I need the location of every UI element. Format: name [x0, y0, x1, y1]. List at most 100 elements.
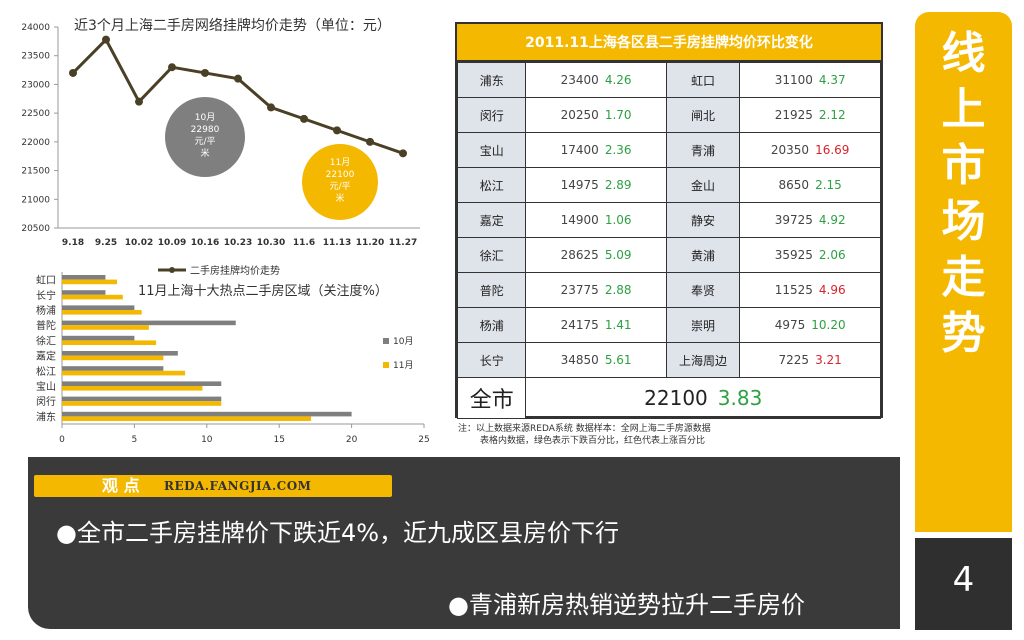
- district-change: 3.21: [815, 353, 842, 367]
- x-tick-label: 9.18: [62, 238, 84, 248]
- y-tick-label: 22000: [21, 138, 50, 148]
- district-value: 28625 5.09: [525, 237, 667, 273]
- trend-point: [333, 126, 341, 135]
- x-tick-label: 5: [132, 435, 138, 445]
- district-price: 23400: [560, 73, 599, 87]
- section-title-char: 市: [941, 140, 986, 191]
- bar-11月: [62, 279, 118, 285]
- district-value: 11525 4.96: [739, 272, 881, 308]
- trend-point: [267, 103, 275, 112]
- district-name: 宝山: [456, 132, 527, 168]
- bar-11月: [62, 416, 312, 421]
- table-row: 宝山 17400 2.36 青浦 20350 16.69: [456, 132, 881, 168]
- viewpoint-point-2: ●青浦新房热销逆势拉升二手房价: [448, 591, 805, 619]
- district-change: 2.15: [815, 178, 842, 192]
- district-value: 23775 2.88: [525, 272, 667, 308]
- district-name: 青浦: [665, 132, 741, 168]
- total-value: 22100 3.83: [525, 377, 881, 419]
- y-tick-label: 24000: [21, 23, 50, 33]
- y-tick-label: 21500: [21, 167, 50, 177]
- district-change: 2.12: [818, 108, 846, 122]
- trend-point: [102, 35, 110, 44]
- district-value: 14900 1.06: [525, 202, 667, 238]
- trend-point: [135, 97, 143, 106]
- district-name: 黄浦: [665, 237, 741, 273]
- district-price: 4975: [774, 318, 806, 332]
- x-tick-label: 10.02: [125, 238, 153, 248]
- district-price: 39725: [774, 213, 813, 227]
- district-name: 虹口: [665, 62, 741, 98]
- district-name: 上海周边: [665, 342, 741, 378]
- x-tick-label: 11.13: [323, 238, 351, 248]
- table-row: 普陀 23775 2.88 奉贤 11525 4.96: [456, 272, 881, 308]
- district-price: 24175: [560, 318, 599, 332]
- table-row: 嘉定 14900 1.06 静安 39725 4.92: [456, 202, 881, 238]
- total-row: 全市 22100 3.83: [456, 377, 881, 419]
- bar-11月: [62, 370, 186, 376]
- viewpoint-tag: 观 点 REDA.FANGJIA.COM: [34, 475, 392, 497]
- district-name: 金山: [665, 167, 741, 203]
- annotation-text: 米: [335, 192, 344, 204]
- bar-11月: [62, 325, 149, 330]
- table-row: 徐汇 28625 5.09 黄浦 35925 2.06: [456, 237, 881, 273]
- price-trend-line-chart: 近3个月上海二手房网络挂牌均价走势（单位：元） 2050021000215002…: [21, 17, 420, 248]
- x-tick-label: 20: [346, 435, 358, 445]
- district-value: 31100 4.37: [739, 62, 881, 98]
- section-title-char: 线: [941, 28, 986, 79]
- total-change: 3.83: [717, 386, 763, 410]
- y-tick-label: 23000: [21, 80, 50, 90]
- bar-10月: [62, 275, 106, 280]
- viewpoint-url: REDA.FANGJIA.COM: [164, 479, 312, 493]
- bar-chart-legend: 10月 11月: [383, 336, 413, 371]
- bar-chart-series: [62, 275, 352, 421]
- trend-point: [234, 74, 242, 83]
- district-change: 4.92: [818, 213, 846, 227]
- district-name: 徐汇: [456, 237, 527, 273]
- annotation-circle: [165, 97, 245, 177]
- legend-swatch: [383, 338, 389, 344]
- viewpoint-panel: 观 点 REDA.FANGJIA.COM ●全市二手房挂牌价下跌近4%，近九成区…: [28, 457, 900, 629]
- district-price: 31100: [774, 73, 813, 87]
- annotation-text: 10月: [195, 112, 215, 123]
- trend-point: [201, 68, 209, 77]
- x-tick-label: 11.6: [293, 238, 315, 248]
- viewpoint-label: 观 点: [102, 476, 140, 495]
- district-value: 20250 1.70: [525, 97, 667, 133]
- x-tick-label: 15: [273, 435, 284, 445]
- bar-11月: [62, 310, 142, 315]
- district-value: 34850 5.61: [525, 342, 667, 378]
- district-change: 2.88: [604, 283, 632, 297]
- district-change: 4.26: [604, 73, 632, 87]
- x-tick-label: 11.27: [389, 238, 417, 248]
- district-name: 浦东: [456, 62, 527, 98]
- district-price: 20250: [560, 108, 599, 122]
- district-value: 4975 10.20: [739, 307, 881, 343]
- trend-point: [168, 63, 176, 72]
- total-price: 22100: [644, 386, 708, 410]
- annotation-text: 米: [200, 147, 209, 159]
- category-label: 杨浦: [36, 304, 56, 317]
- line-chart-series: [69, 35, 407, 158]
- district-change: 4.96: [818, 283, 846, 297]
- category-label: 虹口: [36, 275, 56, 287]
- annotation-text: 22980: [191, 125, 220, 135]
- district-change: 1.70: [604, 108, 632, 122]
- table-row: 长宁 34850 5.61 上海周边 7225 3.21: [456, 342, 881, 378]
- district-price: 7225: [778, 353, 810, 367]
- trend-point: [399, 149, 407, 158]
- table-row: 松江 14975 2.89 金山 8650 2.15: [456, 167, 881, 203]
- bar-10月: [62, 366, 164, 371]
- district-name: 普陀: [456, 272, 527, 308]
- district-price: 34850: [560, 353, 599, 367]
- line-chart-axes: 20500 21000 21500 22000 22500 23000 23500 24000…: [21, 23, 420, 248]
- district-change: 2.36: [604, 143, 632, 157]
- note-line-2: 表格内数据，绿色表示下跌百分比，红色代表上涨百分比: [480, 436, 706, 446]
- district-change: 4.37: [818, 73, 846, 87]
- category-label: 浦东: [36, 410, 56, 423]
- legend-swatch: [383, 362, 389, 368]
- district-change: 5.61: [604, 353, 632, 367]
- bar-10月: [62, 411, 352, 417]
